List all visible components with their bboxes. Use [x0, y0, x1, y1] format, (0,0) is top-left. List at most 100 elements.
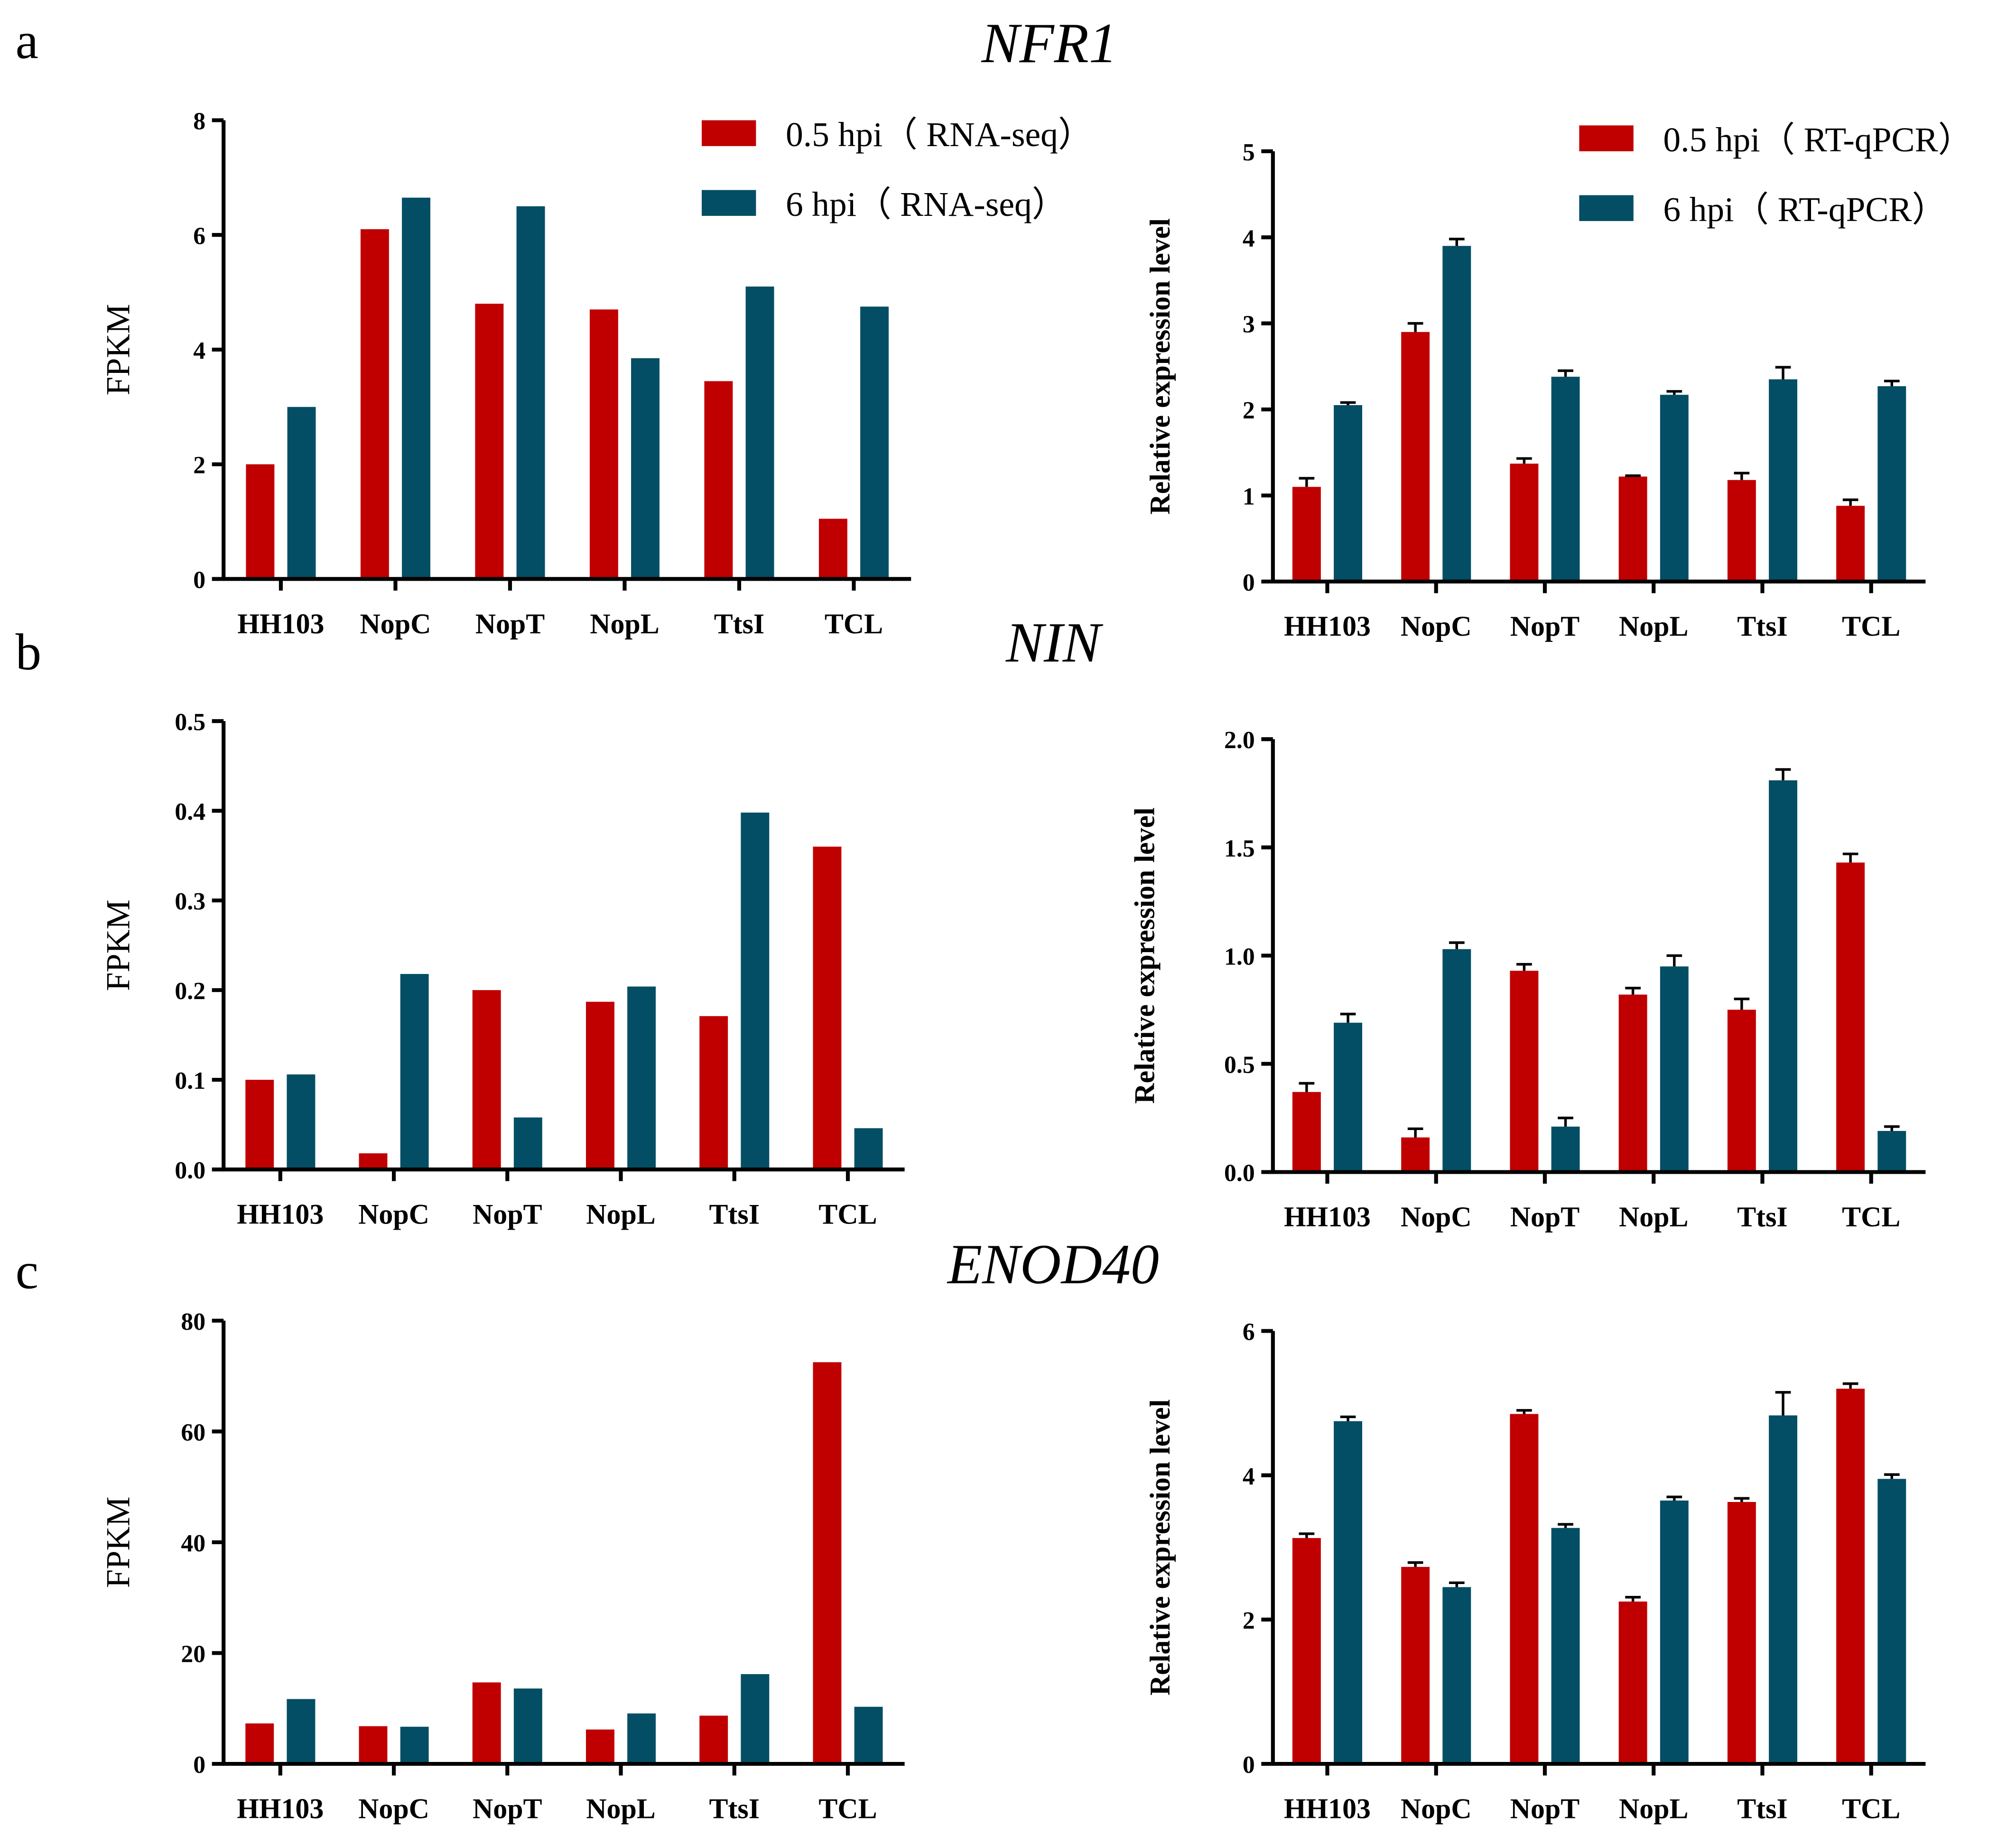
a-right-bar-1-0 [1334, 405, 1363, 582]
c-right-bar-1-4 [1769, 1415, 1798, 1764]
a-left-bar-1-1 [402, 197, 430, 579]
a-left-bar-0-2 [475, 304, 504, 579]
a-right-bar-1-1 [1442, 246, 1471, 582]
b-right-bar-1-4 [1769, 780, 1798, 1172]
a-right-ytick-label-5: 5 [1243, 139, 1255, 166]
a-left-xtick-label-2: NopT [475, 608, 545, 639]
b-right-ytick-label-4: 2.0 [1224, 727, 1255, 754]
b-left-xtick-label-3: NopL [586, 1199, 656, 1230]
a-right-y-axis-label: Relative expression level [1144, 218, 1176, 514]
c-left-ytick-label-1: 20 [181, 1641, 205, 1668]
b-left-xtick-label-2: NopT [473, 1199, 542, 1230]
b-right-bar-1-5 [1877, 1131, 1906, 1172]
a-left-bar-0-4 [704, 381, 733, 579]
c-left-ytick-label-3: 60 [181, 1419, 205, 1446]
b-left-bar-1-0 [287, 1074, 316, 1170]
b-left-bar-1-4 [741, 812, 770, 1170]
c-right-bar-0-4 [1727, 1502, 1756, 1764]
b-left-bar-1-5 [854, 1128, 883, 1170]
b-left-ytick-label-1: 0.1 [175, 1067, 205, 1094]
c-right-ytick-label-1: 2 [1243, 1607, 1255, 1634]
a-left-bar-0-1 [360, 229, 389, 579]
a-right-xtick-label-3: NopL [1619, 611, 1688, 642]
b-left-bar-0-4 [699, 1016, 728, 1170]
a-left-legend-label-0: 0.5 hpi（ RNA-seq） [786, 115, 1093, 154]
a-left-bar-1-4 [745, 286, 774, 579]
b-right-xtick-label-3: NopL [1619, 1201, 1688, 1233]
a-left-xtick-label-5: TCL [825, 608, 883, 639]
c-right-ytick-label-3: 6 [1243, 1319, 1255, 1346]
b-right-xtick-label-4: TtsI [1737, 1201, 1788, 1233]
a-left-legend-swatch-1 [701, 190, 756, 216]
b-right-bar-0-4 [1727, 1010, 1756, 1172]
b-right-ytick-label-2: 1.0 [1224, 943, 1255, 970]
a-left-bar-1-3 [631, 358, 660, 579]
c-left-bar-0-0 [245, 1723, 274, 1764]
a-left-ytick-label-1: 2 [193, 452, 205, 479]
c-left-xtick-label-4: TtsI [709, 1793, 760, 1824]
a-right-xtick-label-5: TCL [1842, 611, 1900, 642]
c-left-bar-0-1 [359, 1726, 388, 1764]
a-left-xtick-label-4: TtsI [714, 608, 765, 639]
c-right-ytick-label-0: 0 [1243, 1752, 1255, 1779]
b-right-bar-0-2 [1510, 971, 1539, 1172]
a-right-ytick-label-0: 0 [1243, 569, 1255, 596]
gene-title-nfr1: NFR1 [981, 11, 1117, 74]
b-left-bar-0-1 [359, 1153, 388, 1170]
b-right-ytick-label-3: 1.5 [1224, 835, 1255, 862]
a-right-bar-0-0 [1292, 487, 1321, 582]
a-left-xtick-label-1: NopC [360, 608, 431, 639]
c-right-bar-0-5 [1836, 1389, 1865, 1764]
b-right-bar-1-3 [1660, 966, 1689, 1172]
a-right-bar-1-5 [1877, 386, 1906, 582]
a-right-ytick-label-3: 3 [1243, 311, 1255, 338]
b-left-bar-0-2 [472, 990, 501, 1170]
c-right-bar-1-5 [1877, 1479, 1906, 1764]
b-right-ytick-label-1: 0.5 [1224, 1052, 1255, 1079]
b-right-bar-0-0 [1292, 1092, 1321, 1172]
c-left-bar-1-2 [513, 1688, 542, 1764]
c-right-bar-0-0 [1292, 1538, 1321, 1764]
c-right-xtick-label-3: NopL [1619, 1793, 1688, 1824]
b-left-bar-1-2 [513, 1117, 542, 1170]
a-left-bar-0-0 [246, 464, 275, 579]
b-left-bar-0-5 [813, 846, 842, 1170]
gene-title-nin: NIN [1005, 611, 1104, 674]
b-left-ytick-label-4: 0.4 [175, 798, 205, 825]
c-left-ytick-label-4: 80 [181, 1308, 205, 1335]
a-left-y-axis-label: FPKM [100, 304, 137, 396]
b-right-ytick-label-0: 0.0 [1224, 1160, 1255, 1187]
a-left-xtick-label-0: HH103 [237, 608, 324, 639]
b-left-bar-0-3 [585, 1001, 614, 1170]
b-left-bar-1-3 [627, 986, 656, 1170]
a-left-legend-swatch-0 [701, 120, 756, 146]
c-left-xtick-label-3: NopL [586, 1793, 656, 1824]
b-left-y-axis-label: FPKM [100, 899, 137, 991]
panel-letter-a: a [16, 12, 38, 70]
a-left-legend-label-1: 6 hpi（ RNA-seq） [786, 185, 1067, 223]
a-left-xtick-label-3: NopL [590, 608, 660, 639]
a-right-bar-0-5 [1836, 506, 1865, 582]
a-right-bar-1-3 [1660, 395, 1689, 582]
c-left-xtick-label-1: NopC [358, 1793, 429, 1824]
b-left-ytick-label-5: 0.5 [175, 709, 205, 736]
a-left-bar-0-5 [818, 519, 847, 579]
c-right-y-axis-label: Relative expression level [1144, 1399, 1176, 1696]
c-left-y-axis-label: FPKM [100, 1497, 137, 1588]
c-left-bar-1-0 [287, 1699, 316, 1764]
b-right-bar-1-0 [1334, 1022, 1363, 1172]
c-left-ytick-label-2: 40 [181, 1530, 205, 1557]
b-left-ytick-label-3: 0.3 [175, 888, 205, 915]
b-left-bar-1-1 [400, 974, 429, 1170]
c-right-xtick-label-2: NopT [1510, 1793, 1580, 1824]
b-left-bar-0-0 [245, 1080, 274, 1170]
c-left-bar-1-5 [854, 1706, 883, 1764]
c-right-ytick-label-2: 4 [1243, 1463, 1255, 1490]
c-left-bar-0-4 [699, 1715, 728, 1764]
b-left-xtick-label-5: TCL [818, 1199, 877, 1230]
a-right-ytick-label-4: 4 [1243, 225, 1255, 252]
b-right-xtick-label-0: HH103 [1284, 1201, 1371, 1233]
c-left-bar-0-2 [472, 1682, 501, 1764]
